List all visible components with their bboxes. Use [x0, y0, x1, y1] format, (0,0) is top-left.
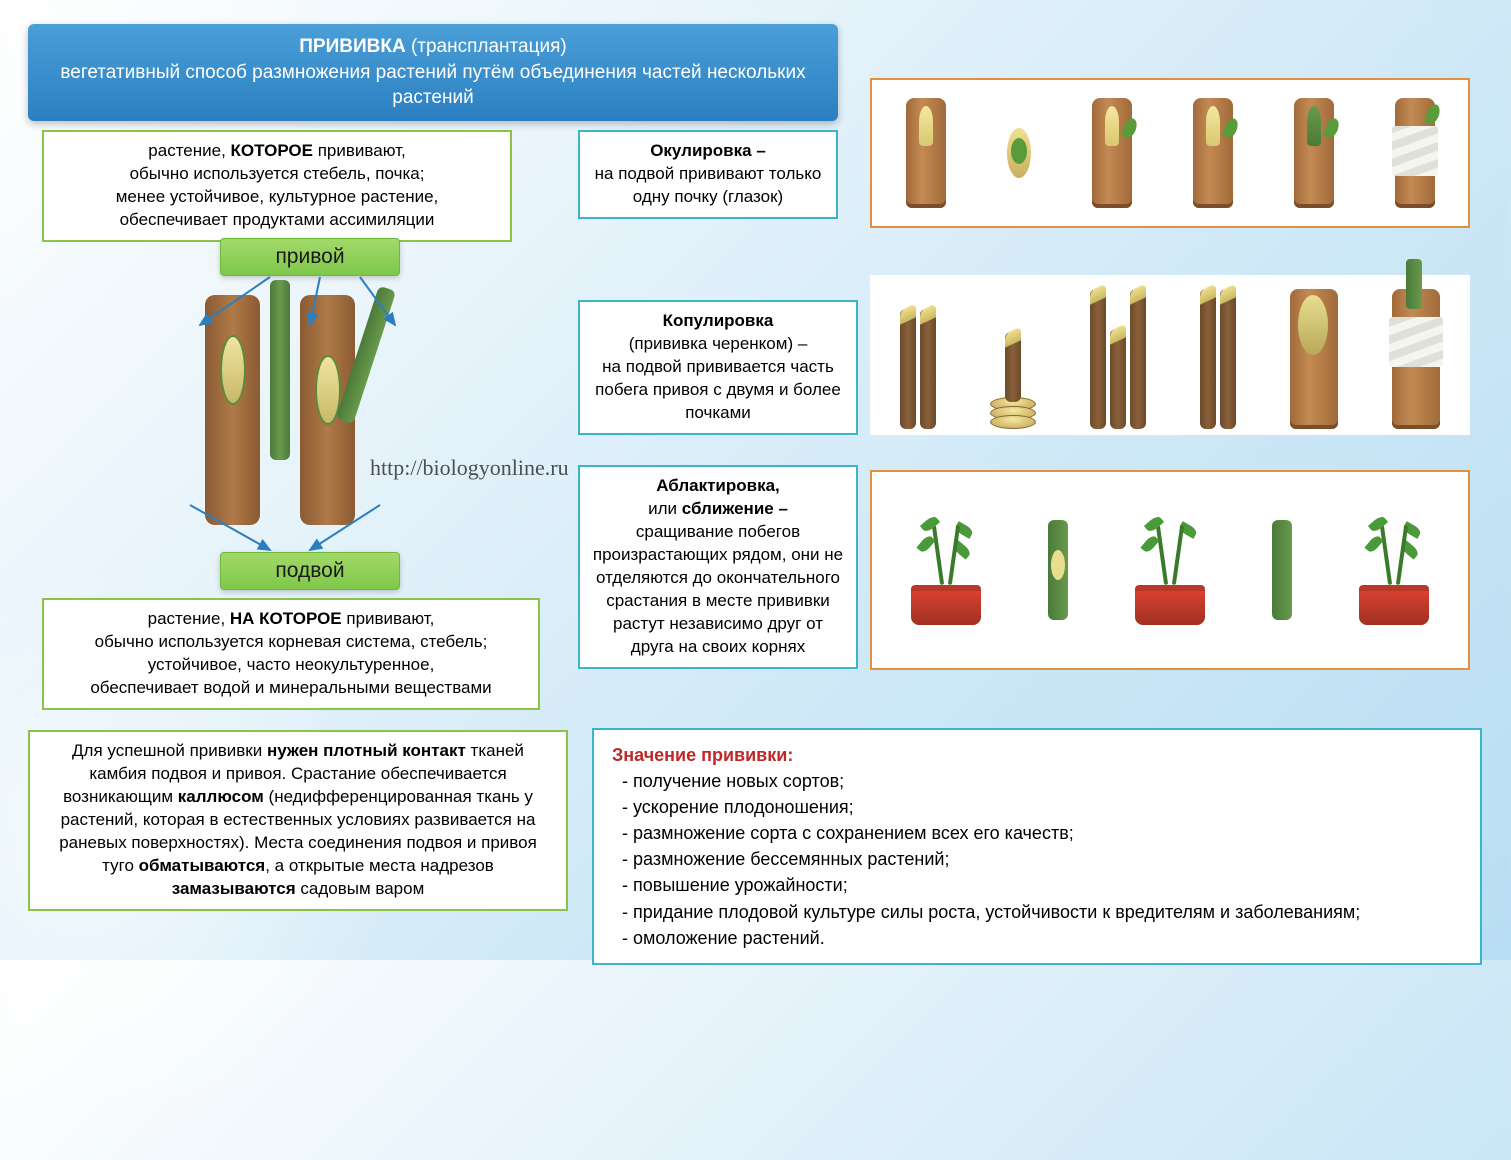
znachenie-list: получение новых сортов; ускорение плодон…	[612, 768, 1462, 951]
kopulirovka-box: Копулировка (прививка черенком) – на под…	[578, 300, 858, 435]
okulirovka-box: Окулировка – на подвой прививают только …	[578, 130, 838, 219]
header-subtitle: вегетативный способ размножения растений…	[48, 60, 818, 111]
header-banner: ПРИВИВКА (трансплантация) вегетативный с…	[28, 24, 838, 121]
pot-3	[1354, 515, 1434, 625]
znachenie-title: Значение прививки:	[612, 742, 1462, 768]
ablaktirovka-illustration	[870, 470, 1470, 670]
privoy-arrows	[220, 275, 420, 335]
podvoy-desc-box: растение, НА КОТОРОЕ прививают, обычно и…	[42, 598, 540, 710]
watermark: http://biologyonline.ru	[370, 455, 569, 481]
pot-1	[906, 515, 986, 625]
header-title-rest: (трансплантация)	[406, 36, 567, 57]
podvoy-arrows	[200, 500, 400, 560]
okulirovka-illustration	[870, 78, 1470, 228]
podvoy-pill: подвой	[220, 552, 400, 590]
success-note-box: Для успешной прививки нужен плотный конт…	[28, 730, 568, 911]
znachenie-box: Значение прививки: получение новых сорто…	[592, 728, 1482, 965]
kopulirovka-illustration	[870, 275, 1470, 435]
privoy-pill: привой	[220, 238, 400, 276]
header-title-bold: ПРИВИВКА	[299, 36, 405, 57]
ablaktirovka-box: Аблактировка, или сближение – сращивание…	[578, 465, 858, 669]
privoy-desc-box: растение, КОТОРОЕ прививают, обычно испо…	[42, 130, 512, 242]
pot-2	[1130, 515, 1210, 625]
success-note-text: Для успешной прививки нужен плотный конт…	[59, 741, 537, 898]
